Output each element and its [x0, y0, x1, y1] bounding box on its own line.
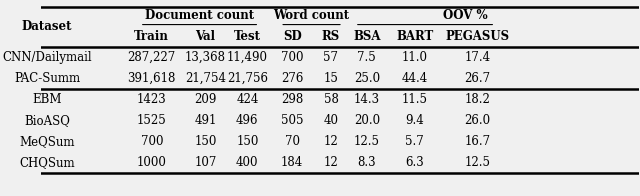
- Text: 11.5: 11.5: [401, 93, 428, 106]
- Text: 107: 107: [195, 156, 217, 169]
- Text: 1423: 1423: [137, 93, 166, 106]
- Text: OOV %: OOV %: [443, 9, 488, 22]
- Text: CHQSum: CHQSum: [19, 156, 75, 169]
- Text: BSA: BSA: [353, 30, 381, 43]
- Text: 391,618: 391,618: [127, 72, 176, 85]
- Text: RS: RS: [322, 30, 340, 43]
- Text: 17.4: 17.4: [464, 51, 490, 64]
- Text: 491: 491: [195, 114, 217, 127]
- Text: EBM: EBM: [33, 93, 62, 106]
- Text: 25.0: 25.0: [354, 72, 380, 85]
- Text: 700: 700: [141, 135, 163, 148]
- Text: 287,227: 287,227: [127, 51, 176, 64]
- Text: 12.5: 12.5: [354, 135, 380, 148]
- Text: BART: BART: [396, 30, 433, 43]
- Text: 21,754: 21,754: [185, 72, 226, 85]
- Text: 26.0: 26.0: [464, 114, 490, 127]
- Text: 20.0: 20.0: [354, 114, 380, 127]
- Text: Test: Test: [234, 30, 261, 43]
- Text: 16.7: 16.7: [464, 135, 490, 148]
- Text: 209: 209: [195, 93, 217, 106]
- Text: 496: 496: [236, 114, 259, 127]
- Text: 21,756: 21,756: [227, 72, 268, 85]
- Text: 13,368: 13,368: [185, 51, 226, 64]
- Text: Document count: Document count: [145, 9, 254, 22]
- Text: 9.4: 9.4: [405, 114, 424, 127]
- Text: 400: 400: [236, 156, 259, 169]
- Text: CNN/Dailymail: CNN/Dailymail: [3, 51, 92, 64]
- Text: 5.7: 5.7: [405, 135, 424, 148]
- Text: 40: 40: [323, 114, 339, 127]
- Text: 184: 184: [281, 156, 303, 169]
- Text: 12.5: 12.5: [465, 156, 490, 169]
- Text: 12: 12: [324, 156, 339, 169]
- Text: 15: 15: [324, 72, 339, 85]
- Text: MeQSum: MeQSum: [19, 135, 75, 148]
- Text: 12: 12: [324, 135, 339, 148]
- Text: Train: Train: [134, 30, 169, 43]
- Text: Dataset: Dataset: [22, 20, 72, 33]
- Text: 11,490: 11,490: [227, 51, 268, 64]
- Text: BioASQ: BioASQ: [24, 114, 70, 127]
- Text: PEGASUS: PEGASUS: [445, 30, 509, 43]
- Text: 276: 276: [281, 72, 303, 85]
- Text: PAC-Summ: PAC-Summ: [14, 72, 80, 85]
- Text: 298: 298: [281, 93, 303, 106]
- Text: 18.2: 18.2: [465, 93, 490, 106]
- Text: 14.3: 14.3: [354, 93, 380, 106]
- Text: 44.4: 44.4: [401, 72, 428, 85]
- Text: 58: 58: [324, 93, 339, 106]
- Text: 8.3: 8.3: [358, 156, 376, 169]
- Text: Val: Val: [195, 30, 216, 43]
- Text: 57: 57: [323, 51, 339, 64]
- Text: 1000: 1000: [137, 156, 166, 169]
- Text: 70: 70: [285, 135, 300, 148]
- Text: 1525: 1525: [137, 114, 166, 127]
- Text: 150: 150: [195, 135, 217, 148]
- Text: 505: 505: [281, 114, 303, 127]
- Text: 7.5: 7.5: [357, 51, 376, 64]
- Text: 6.3: 6.3: [405, 156, 424, 169]
- Text: 11.0: 11.0: [401, 51, 428, 64]
- Text: 424: 424: [236, 93, 259, 106]
- Text: 150: 150: [236, 135, 259, 148]
- Text: Word count: Word count: [273, 9, 349, 22]
- Text: 26.7: 26.7: [464, 72, 490, 85]
- Text: SD: SD: [283, 30, 301, 43]
- Text: 700: 700: [281, 51, 303, 64]
